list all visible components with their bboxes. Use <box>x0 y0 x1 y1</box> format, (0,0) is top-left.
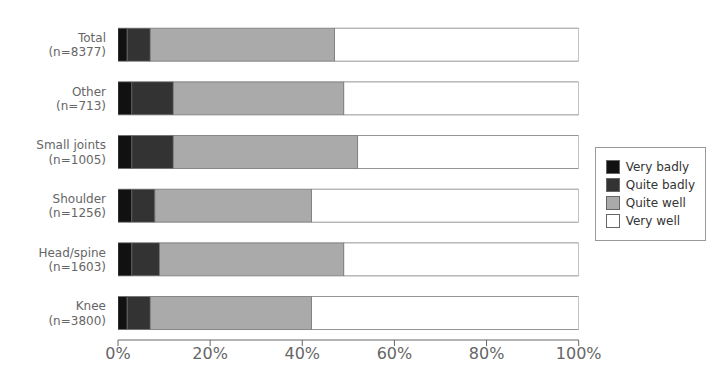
html-text:Quite badly: Quite badly <box>625 178 695 192</box>
svg-text:60%: 60% <box>377 344 413 363</box>
svg-text:80%: 80% <box>469 344 505 363</box>
svg-text:40%: 40% <box>284 344 320 363</box>
svg-text:Total(n=8377): Total(n=8377) <box>48 31 106 59</box>
svg-text:Other(n=713): Other(n=713) <box>56 85 106 113</box>
svg-text:20%: 20% <box>192 344 228 363</box>
html-text:Very badly: Very badly <box>625 160 690 174</box>
svg-text:Small joints(n=1005): Small joints(n=1005) <box>36 138 106 166</box>
svg-text:Shoulder(n=1256): Shoulder(n=1256) <box>48 192 106 220</box>
svg-text:100%: 100% <box>556 344 602 363</box>
svg-text:Head/spine(n=1603): Head/spine(n=1603) <box>38 246 106 274</box>
svg-text:Knee(n=3800): Knee(n=3800) <box>48 299 106 327</box>
svg-text:0%: 0% <box>105 344 130 363</box>
html-text:Quite well: Quite well <box>625 196 686 210</box>
html-text:Very well: Very well <box>625 214 681 228</box>
